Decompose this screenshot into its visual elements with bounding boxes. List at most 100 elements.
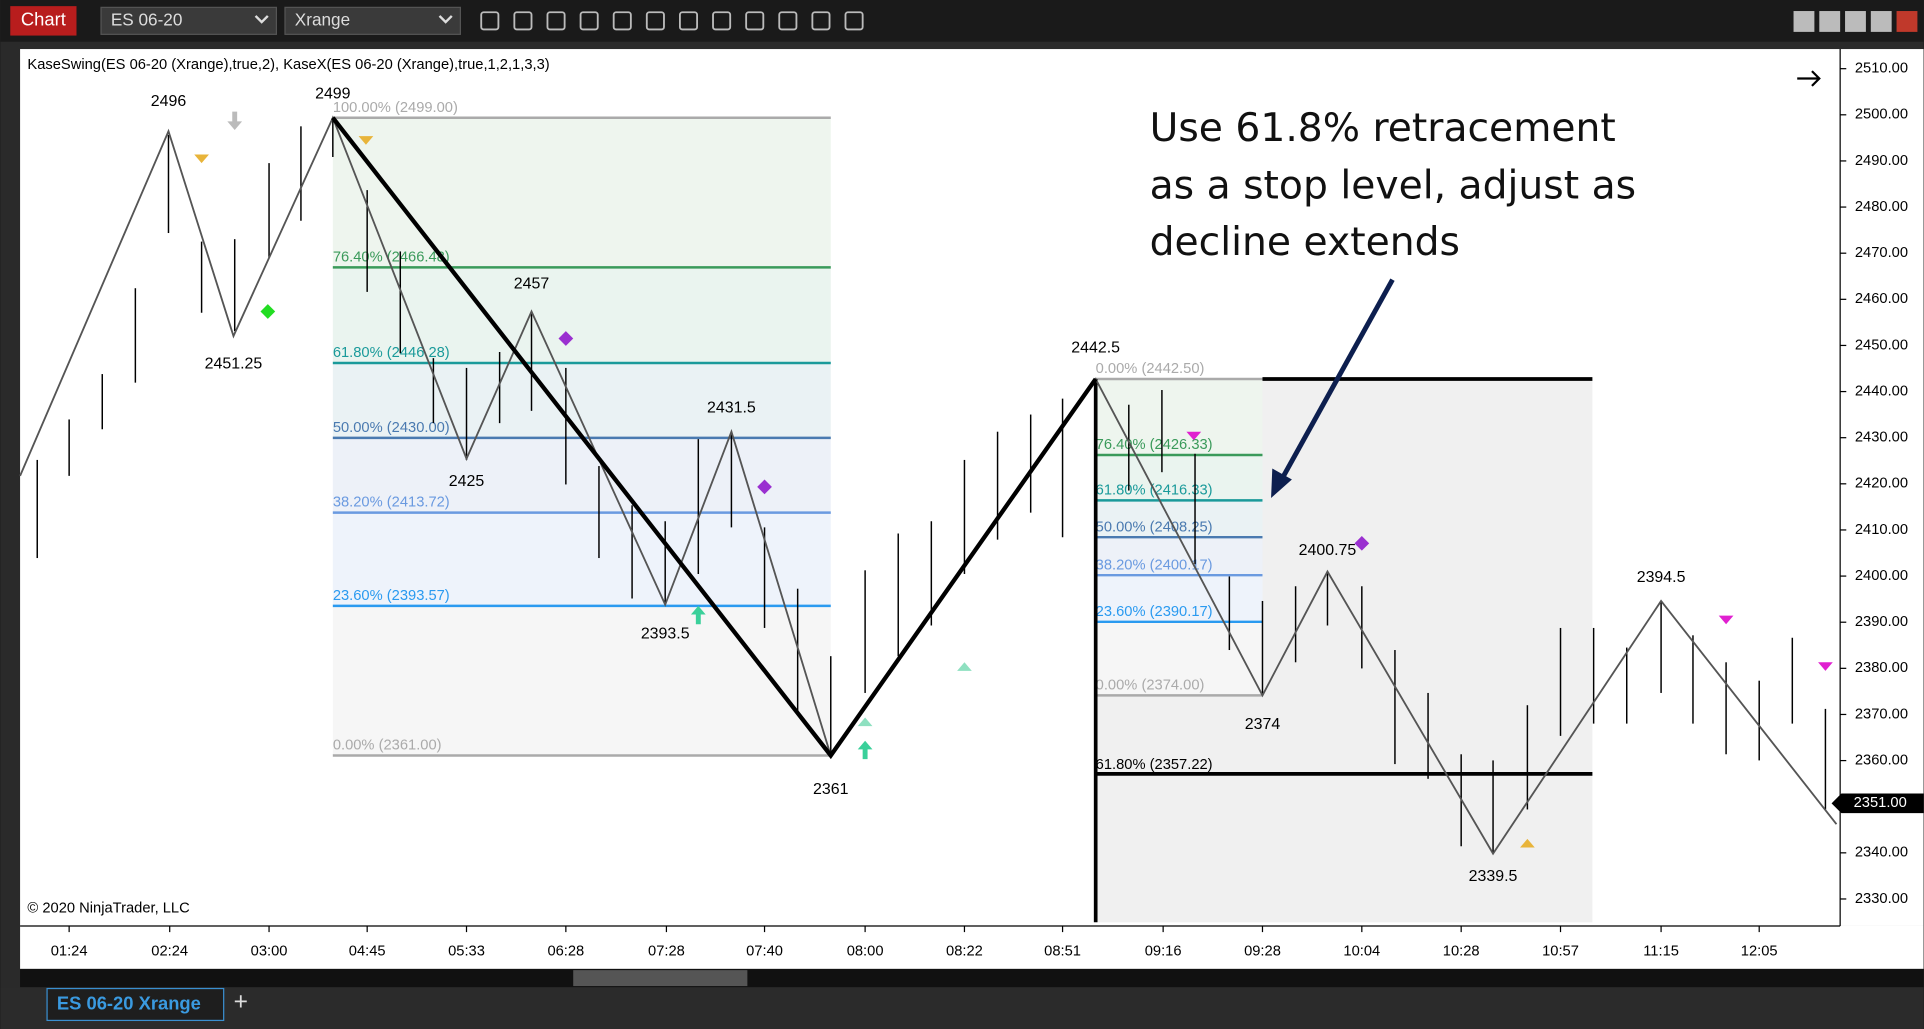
time-label: 08:00 bbox=[847, 944, 884, 960]
chart-tab[interactable] bbox=[10, 6, 77, 36]
fib-label: 0.00% (2374.00) bbox=[1096, 677, 1205, 693]
fib-band bbox=[1095, 455, 1263, 501]
fib-band bbox=[332, 437, 831, 513]
swing-label: 2400.75 bbox=[1299, 542, 1357, 559]
toolbar-icon bbox=[513, 11, 533, 31]
restore-button[interactable] bbox=[1819, 11, 1841, 32]
fib-label: 50.00% (2430.00) bbox=[333, 420, 450, 436]
fib-label: 100.00% (2499.00) bbox=[333, 100, 458, 116]
price-label: 2460.00 bbox=[1855, 291, 1908, 307]
time-label: 01:24 bbox=[51, 944, 88, 960]
time-label: 04:45 bbox=[349, 944, 386, 960]
minimize-button[interactable] bbox=[1845, 11, 1866, 32]
annotation-arrowhead bbox=[1271, 468, 1292, 498]
swing-label: 2393.5 bbox=[641, 625, 690, 642]
price-label: 2390.00 bbox=[1855, 614, 1908, 630]
price-label: 2430.00 bbox=[1855, 430, 1908, 446]
price-label: 2500.00 bbox=[1855, 107, 1908, 123]
time-label: 03:00 bbox=[251, 944, 288, 960]
restore-button[interactable] bbox=[1793, 11, 1815, 32]
price-label: 2480.00 bbox=[1855, 199, 1908, 215]
swing-label: 2451.25 bbox=[205, 355, 263, 372]
annotation-line: Use 61.8% retracement bbox=[1150, 106, 1616, 151]
time-label: 07:40 bbox=[746, 944, 783, 960]
price-label: 2490.00 bbox=[1855, 153, 1908, 169]
toolbar-icon bbox=[778, 11, 798, 31]
scrollbar[interactable] bbox=[20, 968, 1924, 988]
current-price-flag bbox=[1831, 793, 1924, 814]
time-label: 10:28 bbox=[1443, 944, 1480, 960]
fib-label: 23.60% (2393.57) bbox=[333, 588, 450, 604]
swing-label: 2374 bbox=[1245, 716, 1281, 733]
swing-label: 2339.5 bbox=[1469, 868, 1518, 885]
toolbar-icon bbox=[745, 11, 765, 31]
scroll-thumb[interactable] bbox=[573, 970, 748, 987]
price-label: 2410.00 bbox=[1855, 522, 1908, 538]
major-swing bbox=[331, 116, 1098, 760]
close-button[interactable] bbox=[1896, 11, 1918, 32]
toolbar-icon bbox=[811, 11, 831, 31]
signal-marker bbox=[757, 479, 772, 495]
swing-label: 2431.5 bbox=[707, 400, 756, 417]
price-label: 2510.00 bbox=[1855, 61, 1908, 77]
price-label: 2440.00 bbox=[1855, 383, 1908, 399]
active-tab[interactable] bbox=[46, 987, 225, 1022]
toolbar-icon bbox=[678, 11, 699, 31]
time-label: 08:22 bbox=[946, 944, 983, 960]
time-label: 12:05 bbox=[1741, 944, 1778, 960]
instrument-select[interactable] bbox=[100, 6, 278, 35]
signal-marker bbox=[260, 304, 276, 319]
swing-label: 2394.5 bbox=[1637, 569, 1686, 586]
signal-marker bbox=[194, 154, 209, 164]
price-label: 2330.00 bbox=[1855, 891, 1908, 907]
fib-label: 38.20% (2413.72) bbox=[333, 495, 450, 511]
price-label: 2340.00 bbox=[1855, 845, 1908, 861]
swing-label: 2496 bbox=[151, 93, 187, 110]
bartype-select[interactable] bbox=[284, 6, 461, 35]
swing-label: 2361 bbox=[813, 781, 849, 798]
time-label: 11:15 bbox=[1643, 944, 1679, 960]
instrument-label: ES 06-20 bbox=[111, 9, 183, 29]
copyright: © 2020 NinjaTrader, LLC bbox=[27, 901, 190, 917]
toolbar-icon bbox=[546, 11, 566, 31]
toolbar-icons bbox=[480, 11, 864, 31]
toolbar-icon bbox=[612, 11, 632, 31]
time-label: 10:04 bbox=[1343, 944, 1380, 960]
signal-marker bbox=[1520, 838, 1535, 848]
toolbar-icon bbox=[645, 11, 665, 31]
annotation-arrow bbox=[1278, 278, 1395, 482]
fib-label: 38.20% (2400.17) bbox=[1096, 557, 1213, 573]
fib-label: 76.40% (2466.48) bbox=[333, 249, 450, 265]
toolbar-icon bbox=[712, 11, 732, 31]
stop-label: 61.80% (2357.22) bbox=[1096, 757, 1213, 773]
time-axis bbox=[20, 925, 1924, 969]
bartype-label: Xrange bbox=[295, 9, 350, 29]
swing-label: 2425 bbox=[449, 473, 485, 490]
annotation-line: decline extends bbox=[1150, 220, 1460, 265]
price-label: 2450.00 bbox=[1855, 337, 1908, 353]
time-label: 02:24 bbox=[151, 944, 188, 960]
tab-bar bbox=[0, 987, 1924, 1029]
fib-label: 0.00% (2442.50) bbox=[1096, 361, 1205, 377]
signal-arrow bbox=[690, 605, 706, 625]
fib-label: 76.40% (2426.33) bbox=[1096, 437, 1213, 453]
price-label: 2370.00 bbox=[1855, 706, 1908, 722]
fib-band bbox=[1095, 537, 1263, 576]
maximize-button[interactable] bbox=[1870, 11, 1892, 32]
time-label: 06:28 bbox=[547, 944, 584, 960]
window-buttons bbox=[1793, 11, 1918, 32]
signal-marker bbox=[358, 136, 374, 145]
toolbar-icon bbox=[844, 11, 864, 31]
chart-tab-label: Chart bbox=[21, 9, 66, 30]
fib-label: 23.60% (2390.17) bbox=[1096, 604, 1213, 620]
fib-band bbox=[332, 605, 831, 756]
toolbar-icon bbox=[480, 11, 500, 31]
fib-band bbox=[332, 363, 831, 438]
nav-arrow[interactable] bbox=[1797, 70, 1821, 87]
swing-line bbox=[19, 115, 1838, 856]
add-tab[interactable]: + bbox=[234, 989, 248, 1016]
signal-marker bbox=[558, 331, 574, 346]
time-label: 07:28 bbox=[648, 944, 685, 960]
